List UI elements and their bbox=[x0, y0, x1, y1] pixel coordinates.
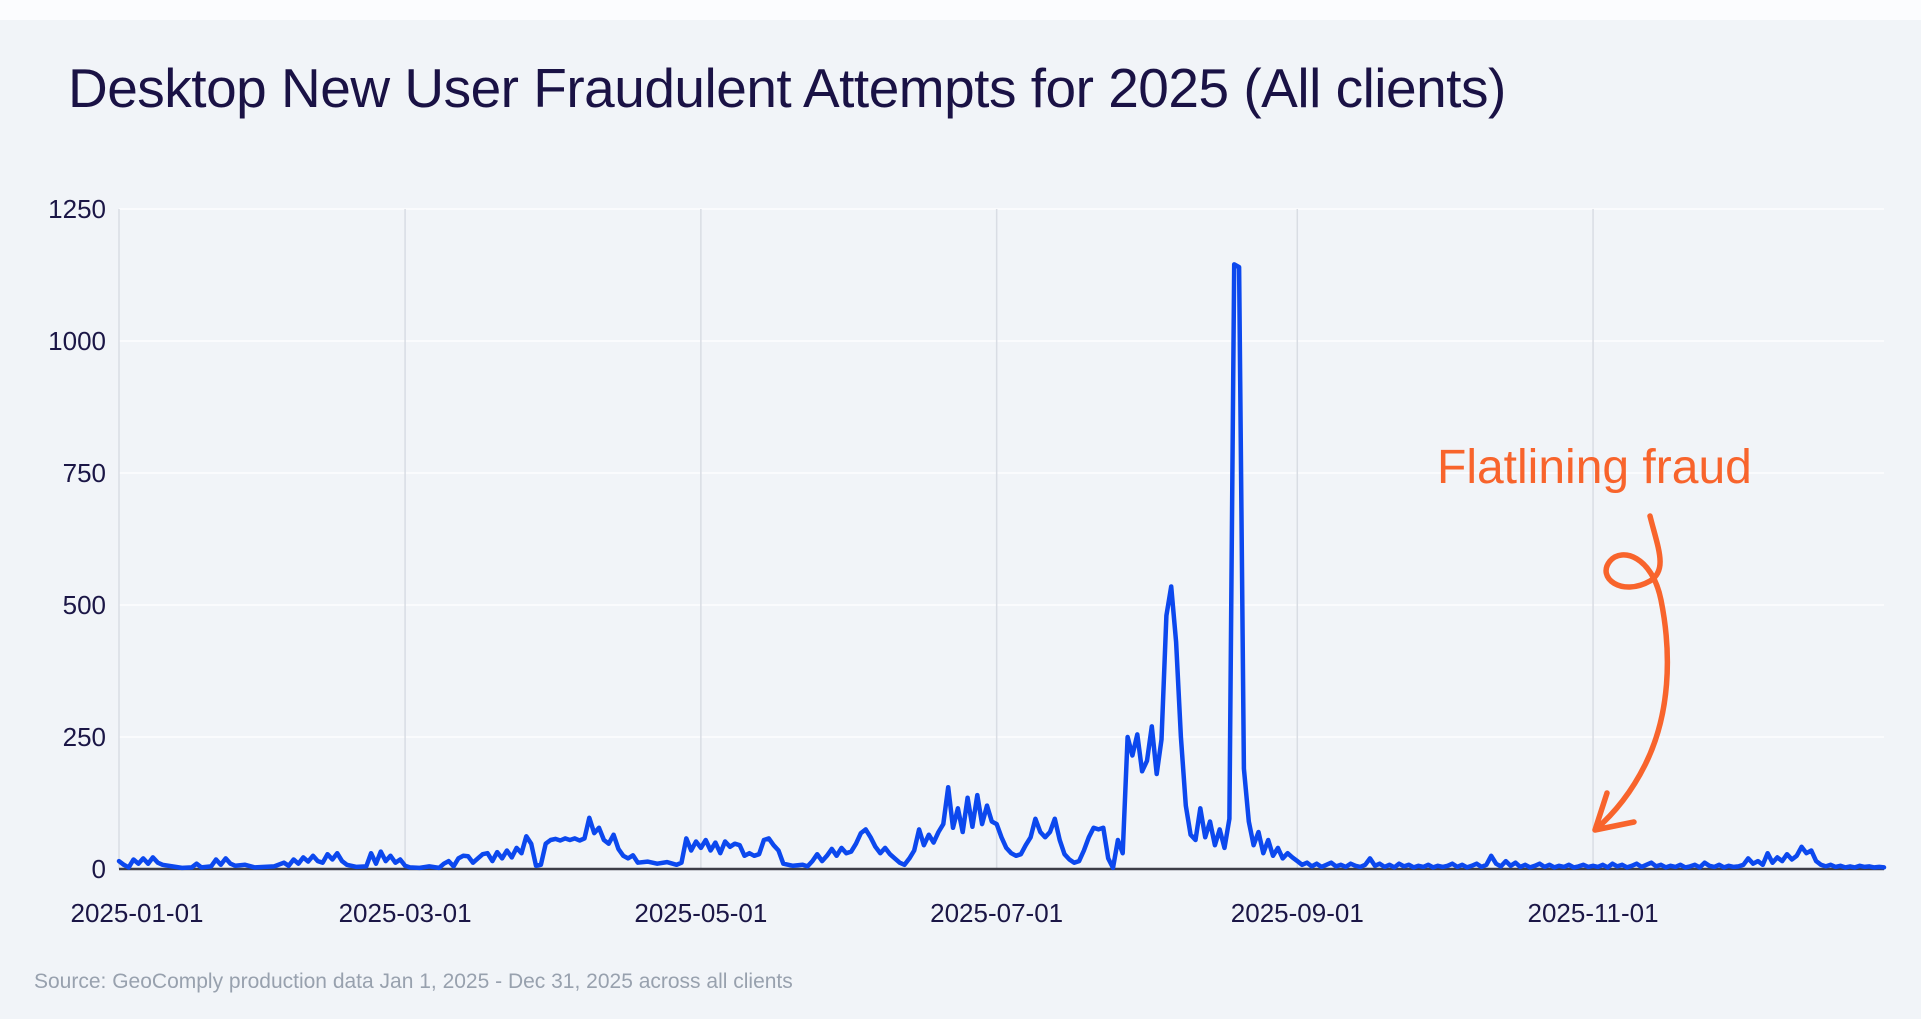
y-tick-label-0: 0 bbox=[92, 854, 106, 884]
y-axis-tick-labels: 0 250 500 750 1000 1250 bbox=[48, 194, 106, 884]
x-tick-label-2025-05-01: 2025-05-01 bbox=[634, 898, 767, 928]
y-tick-label-250: 250 bbox=[63, 722, 106, 752]
y-tick-label-1000: 1000 bbox=[48, 326, 106, 356]
y-tick-label-500: 500 bbox=[63, 590, 106, 620]
x-tick-label-2025-03-01: 2025-03-01 bbox=[339, 898, 472, 928]
annotation-arrow bbox=[1592, 513, 1671, 833]
fraud-attempts-line bbox=[116, 262, 1887, 871]
x-axis-tick-labels: 2025-01-01 2025-03-01 2025-05-01 2025-07-01… bbox=[71, 898, 1659, 928]
annotation-label: Flatlining fraud bbox=[1437, 441, 1752, 494]
chart-title: Desktop New User Fraudulent Attempts for… bbox=[68, 57, 1506, 119]
top-strip bbox=[0, 0, 1921, 20]
y-tick-label-750: 750 bbox=[63, 458, 106, 488]
x-tick-label-2025-09-01: 2025-09-01 bbox=[1231, 898, 1364, 928]
y-tick-label-1250: 1250 bbox=[48, 194, 106, 224]
x-tick-label-2025-07-01: 2025-07-01 bbox=[930, 898, 1063, 928]
vertical-gridlines bbox=[118, 209, 1594, 869]
horizontal-gridlines bbox=[119, 208, 1884, 738]
x-tick-label-2025-11-01: 2025-11-01 bbox=[1528, 898, 1659, 928]
source-note: Source: GeoComply production data Jan 1,… bbox=[34, 970, 793, 993]
x-tick-label-2025-01-01: 2025-01-01 bbox=[71, 898, 204, 928]
